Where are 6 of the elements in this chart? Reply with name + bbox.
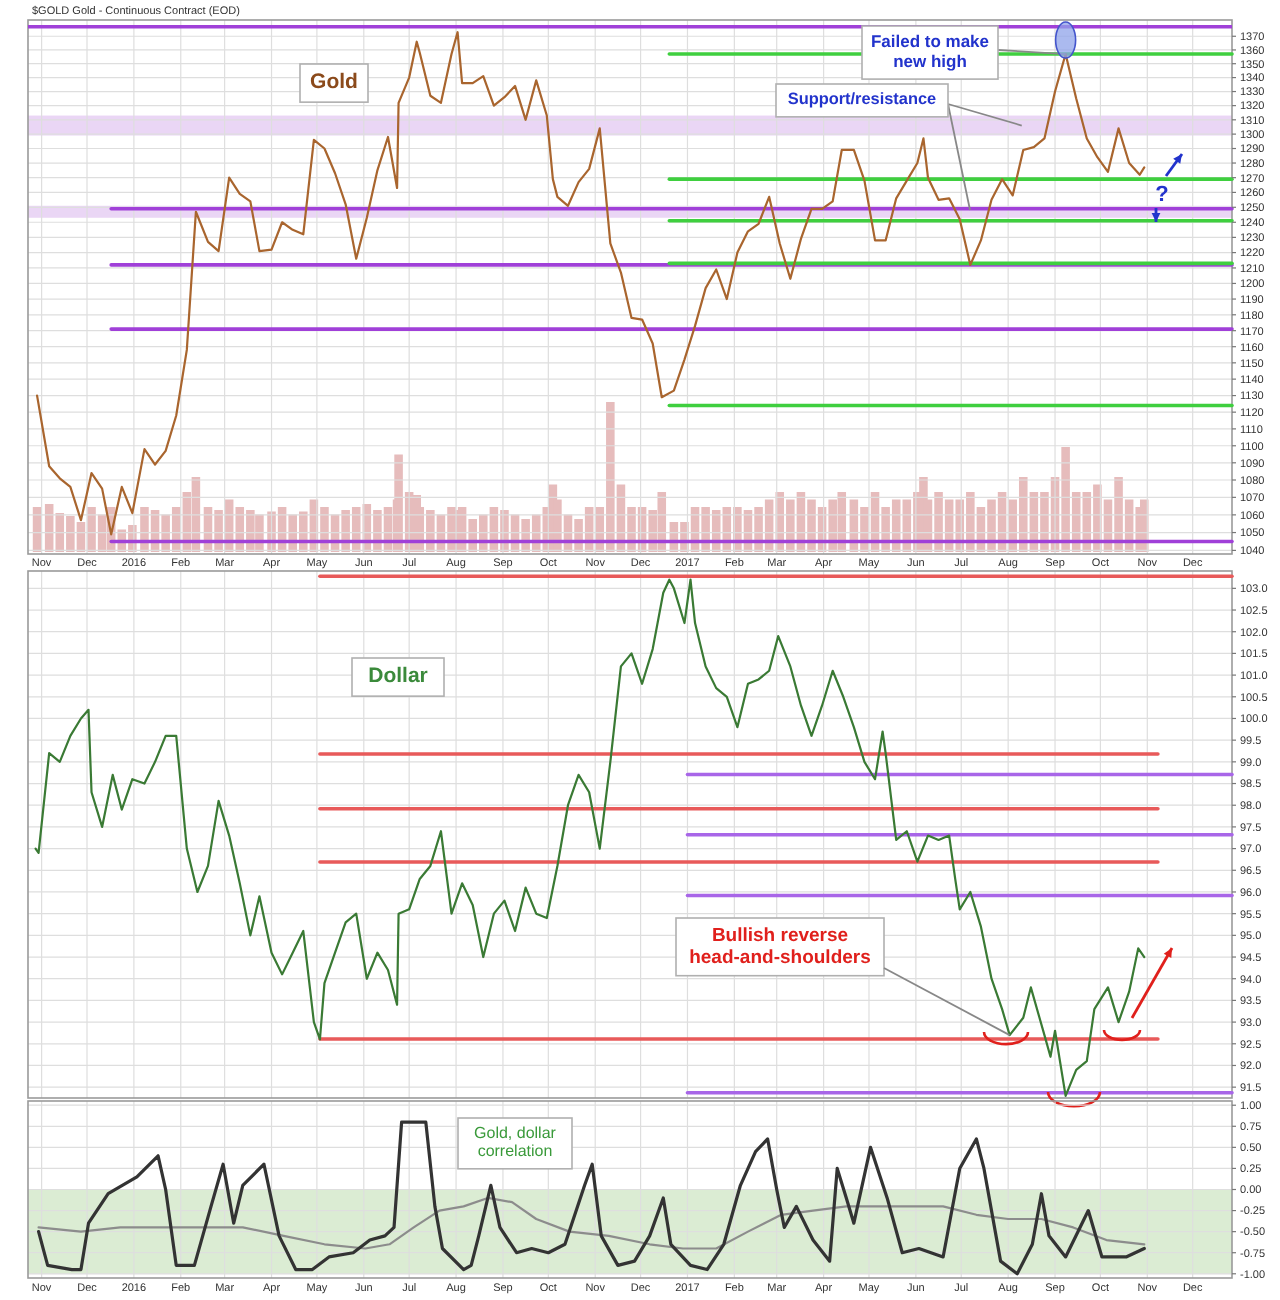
annotation: Dollar bbox=[368, 664, 428, 689]
annotation: Bullish reverse head-and-shoulders bbox=[689, 924, 871, 969]
line-series bbox=[34, 578, 1146, 1097]
annotation: Gold, dollar correlation bbox=[474, 1124, 557, 1161]
line-series bbox=[36, 1120, 1146, 1276]
line-series bbox=[37, 1196, 1146, 1250]
